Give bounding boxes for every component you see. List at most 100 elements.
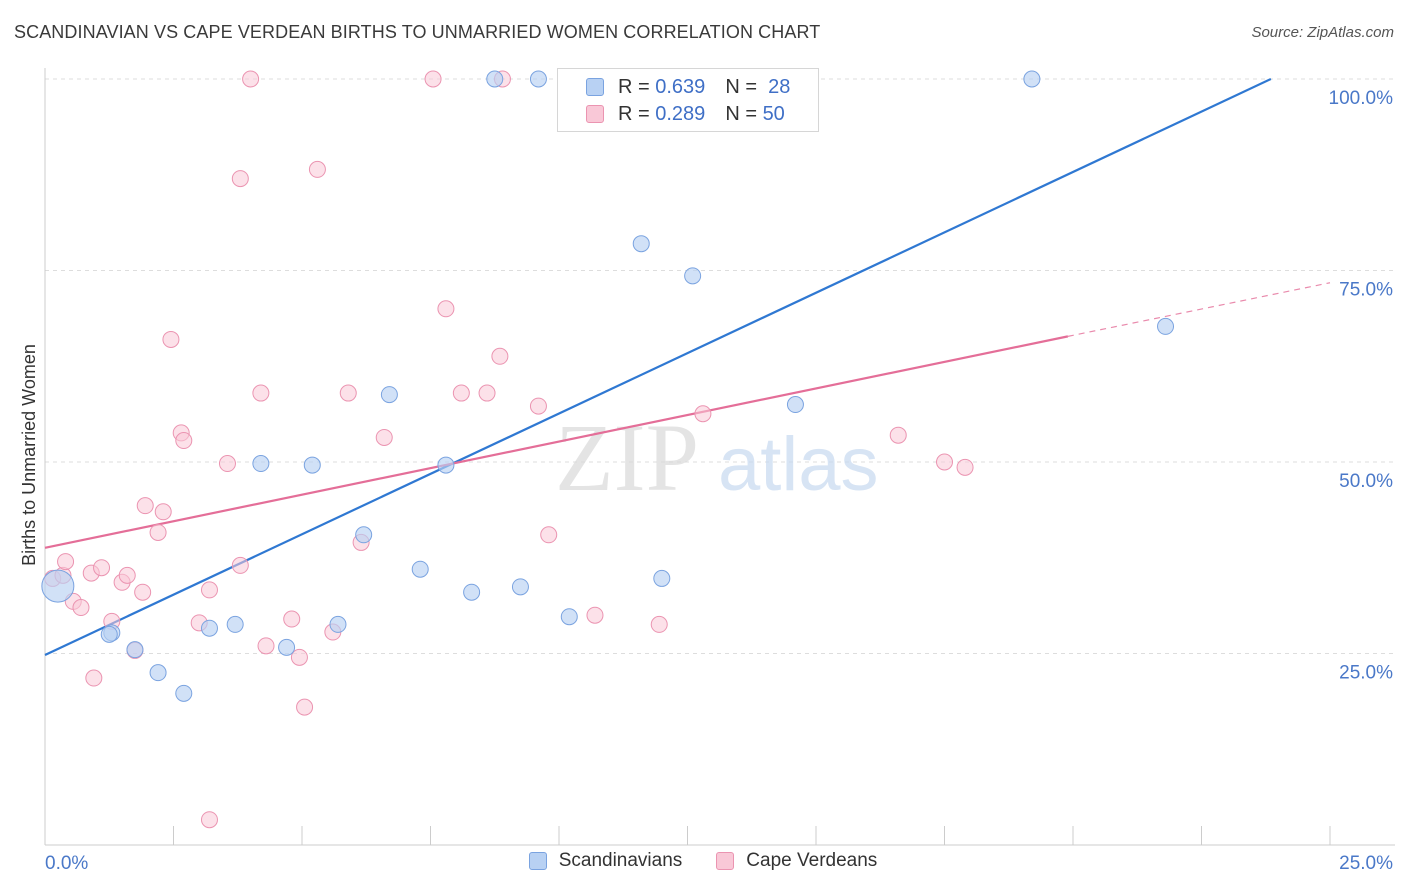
cape-verdean-point [339, 384, 357, 402]
scandinavian-point [786, 396, 804, 414]
scandinavian-point [252, 455, 270, 473]
legend-n-label: N = [725, 102, 757, 125]
legend-label: Scandinavians [558, 850, 683, 871]
cape-verdean-point [889, 426, 907, 444]
watermark-zip: ZIP [555, 404, 699, 511]
scandinavian-point [355, 526, 373, 544]
cape-verdean-point [478, 384, 496, 402]
legend-n-label: N = [725, 75, 757, 98]
scandinavian-trend-line [44, 78, 1272, 657]
scandinavian-point [303, 456, 321, 474]
x-tick-label: 0.0% [45, 853, 88, 874]
scandinavian-point [329, 615, 347, 633]
cape-verdean-point [118, 566, 136, 584]
y-tick-label: 25.0% [1339, 663, 1393, 684]
legend-r-value: 0.639 [655, 75, 706, 98]
cape-verdean-point [200, 581, 218, 599]
chart-title: SCANDINAVIAN VS CAPE VERDEAN BIRTHS TO U… [14, 22, 821, 42]
cape-verdean-point [154, 503, 172, 521]
cape-verdean-point [694, 405, 712, 423]
legend-swatch-blue [528, 852, 547, 870]
data-points [41, 70, 1175, 829]
cape-verdean-point [200, 811, 218, 829]
cape-verdean-point [375, 428, 393, 446]
cape-verdean-point [57, 553, 75, 571]
cape-verdean-point [175, 432, 193, 450]
cape-verdean-point [650, 615, 668, 633]
watermark-atlas: atlas [718, 422, 879, 507]
scandinavian-point [149, 664, 167, 682]
cape-verdean-trend-line [44, 335, 1069, 549]
cape-verdean-point [72, 599, 90, 617]
scandinavian-point [100, 625, 118, 643]
cape-verdean-point [586, 606, 604, 624]
cape-verdean-point [242, 70, 260, 88]
scandinavian-point [529, 70, 547, 88]
y-axis-label: Births to Unmarried Women [19, 344, 39, 566]
legend-r-value: 0.289 [655, 102, 706, 125]
scandinavian-point [632, 235, 650, 253]
cape-verdean-point [936, 453, 953, 471]
x-tick-label: 25.0% [1339, 853, 1393, 874]
cape-verdean-point [136, 497, 154, 515]
scandinavian-point [653, 569, 671, 587]
legend-r-label: R = [618, 102, 650, 125]
cape-verdean-point [162, 330, 180, 348]
cape-verdean-point [529, 397, 547, 415]
trend-lines [44, 78, 1331, 657]
scandinavian-point [411, 560, 429, 578]
legend-row-scandinavians: R = 0.639 N = 28 [586, 73, 790, 101]
legend-label: Cape Verdeans [746, 850, 878, 871]
axes [44, 68, 1395, 846]
cape-verdean-point [257, 637, 275, 655]
scandinavian-point [126, 641, 144, 659]
cape-verdean-point [308, 160, 326, 178]
scandinavian-point [380, 386, 398, 404]
scandinavian-point [175, 684, 193, 702]
scandinavian-point [278, 638, 296, 656]
legend-n-value: 50 [762, 102, 785, 125]
legend-item-cape-verdeans: Cape Verdeans [716, 850, 877, 872]
source-label: Source: ZipAtlas.com [1251, 24, 1394, 41]
scandinavian-point [437, 456, 455, 474]
y-tick-label: 50.0% [1339, 471, 1393, 492]
cape-verdean-point [956, 458, 974, 476]
legend-item-scandinavians: Scandinavians [528, 850, 683, 872]
cape-verdean-point [93, 559, 111, 577]
scandinavian-point [1023, 70, 1041, 88]
y-tick-label: 75.0% [1339, 280, 1393, 301]
cape-verdean-point [218, 455, 236, 473]
cape-verdean-point [134, 583, 152, 601]
scandinavian-point [41, 569, 75, 603]
cape-verdean-point [424, 70, 442, 88]
cape-verdean-point [491, 347, 509, 365]
legend-row-cape-verdeans: R = 0.289 N = 50 [586, 100, 785, 128]
cape-verdean-point [85, 669, 103, 687]
legend-swatch-pink [586, 105, 604, 123]
cape-verdean-point [149, 523, 167, 541]
cape-verdean-point [437, 300, 455, 318]
cape-verdean-point [231, 170, 249, 188]
cape-verdean-point [296, 698, 314, 716]
scandinavian-point [486, 70, 504, 88]
legend-r-label: R = [618, 75, 650, 98]
watermark: ZIP atlas [555, 404, 879, 511]
legend-swatch-blue [586, 78, 604, 96]
cape-verdean-point [290, 648, 308, 666]
scandinavian-point [200, 619, 218, 637]
legend-n-value: 28 [768, 75, 791, 98]
cape-verdean-point [231, 556, 249, 574]
y-tick-label: 100.0% [1329, 88, 1394, 109]
cape-verdean-trend-extension [1067, 282, 1331, 337]
scandinavian-point [511, 578, 529, 596]
scandinavian-point [684, 267, 702, 285]
cape-verdean-point [252, 384, 270, 402]
scandinavian-point [560, 608, 578, 626]
tick-labels: 25.0% 50.0% 75.0% 100.0% 0.0% 25.0% [45, 88, 1393, 874]
scandinavian-point [226, 615, 244, 633]
scandinavian-point [463, 583, 481, 601]
cape-verdean-point [283, 610, 301, 628]
scandinavian-point [1157, 317, 1175, 335]
series-legend: Scandinavians Cape Verdeans [0, 850, 1406, 872]
